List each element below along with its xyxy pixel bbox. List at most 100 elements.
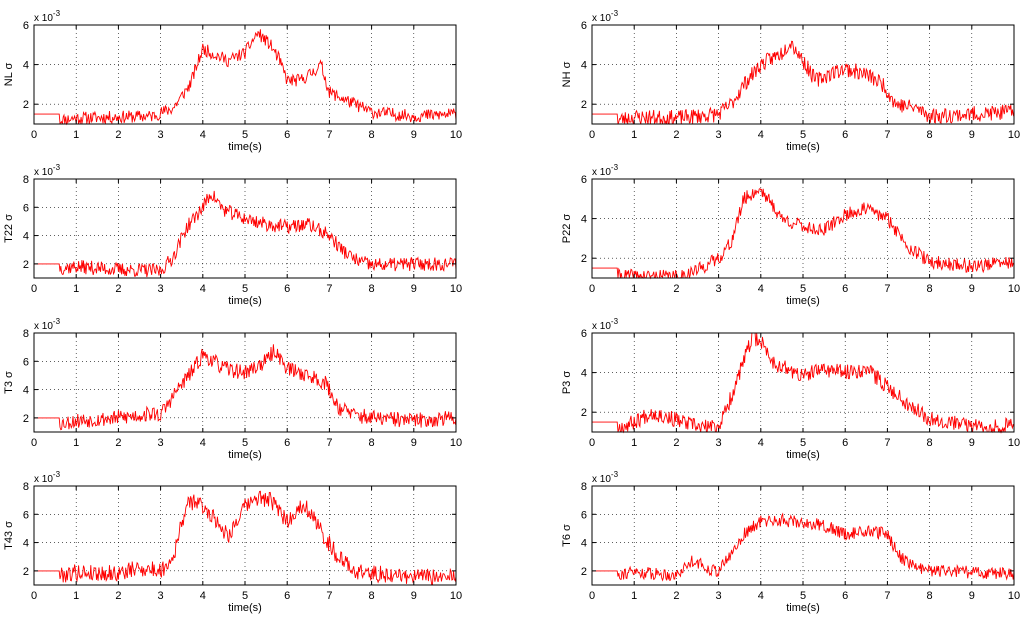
x-tick-label: 2 [115, 283, 121, 295]
y-axis-label: NL σ [3, 63, 15, 87]
y-tick-label: 8 [23, 174, 29, 186]
x-tick-label: 9 [411, 129, 417, 141]
x-tick-label: 8 [927, 129, 933, 141]
x-tick-label: 3 [158, 283, 164, 295]
y-tick-label: 6 [23, 20, 29, 32]
x-tick-label: 4 [758, 437, 764, 449]
x-tick-label: 9 [969, 283, 975, 295]
x-tick-label: 10 [1008, 590, 1020, 602]
x-tick-label: 7 [884, 437, 890, 449]
y-tick-label: 8 [581, 481, 587, 493]
subplot-4: 0 1 2 3 4 5 6 7 8 9 10 2 4 6 8 x 10-3 time(s) T3 σ [3, 317, 462, 461]
y-tick-label: 8 [23, 328, 29, 340]
x-tick-label: 7 [884, 129, 890, 141]
x-tick-label: 10 [450, 437, 462, 449]
x-tick-label: 9 [969, 590, 975, 602]
x-tick-label: 6 [284, 129, 290, 141]
x-tick-label: 4 [200, 437, 206, 449]
x-tick-label: 2 [673, 437, 679, 449]
x-tick-label: 5 [242, 283, 248, 295]
x-tick-label: 10 [1008, 129, 1020, 141]
x-axis-label: time(s) [228, 602, 262, 614]
subplot-2: 0 1 2 3 4 5 6 7 8 9 10 2 4 6 8 x 10-3 time(s) T22 σ [3, 163, 462, 307]
exponent-prefix: x 10 [592, 321, 611, 332]
y-axis-label: T6 σ [561, 524, 573, 547]
y-tick-label: 6 [23, 202, 29, 214]
x-tick-label: 2 [115, 590, 121, 602]
y-tick-label: 2 [581, 407, 587, 419]
x-tick-label: 10 [450, 590, 462, 602]
subplot-6: 0 1 2 3 4 5 6 7 8 9 10 2 4 6 8 x 10-3 time(s) T43 σ [3, 470, 462, 614]
exponent-label: x 10-3 [34, 9, 61, 24]
x-tick-label: 2 [673, 590, 679, 602]
y-tick-label: 6 [581, 509, 587, 521]
y-tick-label: 2 [581, 253, 587, 265]
subplot-1: 0 1 2 3 4 5 6 7 8 9 10 2 4 6 x 10-3 time(s) NH σ [561, 9, 1020, 153]
x-tick-label: 5 [800, 283, 806, 295]
y-tick-label: 2 [23, 99, 29, 111]
x-axis-label: time(s) [786, 295, 820, 307]
series-line [592, 512, 1015, 582]
exponent-value: -3 [611, 470, 619, 479]
x-tick-label: 8 [369, 590, 375, 602]
x-tick-label: 6 [842, 129, 848, 141]
series-line [34, 29, 457, 126]
subplot-7: 0 1 2 3 4 5 6 7 8 9 10 2 4 6 8 x 10-3 time(s) T6 σ [561, 470, 1020, 614]
y-axis-label: P3 σ [561, 371, 573, 395]
exponent-label: x 10-3 [592, 9, 619, 24]
x-tick-label: 3 [158, 437, 164, 449]
x-tick-label: 7 [326, 590, 332, 602]
x-tick-label: 2 [673, 129, 679, 141]
y-tick-label: 6 [581, 328, 587, 340]
x-tick-label: 9 [411, 283, 417, 295]
y-tick-label: 4 [23, 385, 29, 397]
exponent-value: -3 [53, 470, 61, 479]
x-tick-label: 9 [969, 437, 975, 449]
x-tick-label: 4 [758, 590, 764, 602]
x-tick-label: 7 [884, 283, 890, 295]
x-tick-label: 1 [73, 437, 79, 449]
y-tick-label: 4 [581, 538, 587, 550]
x-tick-label: 8 [927, 437, 933, 449]
series-line [592, 40, 1015, 125]
subplot-5: 0 1 2 3 4 5 6 7 8 9 10 2 4 6 x 10-3 time(s) P3 σ [561, 317, 1020, 461]
x-tick-label: 5 [242, 129, 248, 141]
x-tick-label: 7 [326, 437, 332, 449]
x-tick-label: 9 [411, 590, 417, 602]
x-tick-label: 6 [284, 437, 290, 449]
x-axis-label: time(s) [228, 449, 262, 461]
exponent-value: -3 [53, 9, 61, 18]
x-tick-label: 7 [326, 129, 332, 141]
y-tick-label: 4 [581, 368, 587, 380]
exponent-value: -3 [53, 317, 61, 326]
x-tick-label: 0 [589, 437, 595, 449]
y-axis-label: NH σ [561, 61, 573, 87]
x-tick-label: 2 [115, 437, 121, 449]
exponent-label: x 10-3 [592, 163, 619, 178]
series-line [34, 344, 457, 431]
x-tick-label: 0 [31, 437, 37, 449]
x-tick-label: 6 [842, 590, 848, 602]
y-tick-label: 6 [23, 509, 29, 521]
x-tick-label: 8 [369, 129, 375, 141]
x-tick-label: 8 [369, 283, 375, 295]
y-tick-label: 4 [581, 214, 587, 226]
y-tick-label: 8 [23, 481, 29, 493]
x-axis-label: time(s) [786, 602, 820, 614]
x-tick-label: 6 [842, 437, 848, 449]
x-tick-label: 8 [927, 590, 933, 602]
x-tick-label: 10 [1008, 437, 1020, 449]
x-tick-label: 2 [673, 283, 679, 295]
x-tick-label: 5 [242, 590, 248, 602]
x-tick-label: 6 [284, 283, 290, 295]
exponent-prefix: x 10 [592, 474, 611, 485]
x-tick-label: 9 [969, 129, 975, 141]
x-tick-label: 2 [115, 129, 121, 141]
y-axis-label: T3 σ [3, 371, 15, 394]
series-line [592, 332, 1015, 434]
x-tick-label: 4 [200, 283, 206, 295]
x-tick-label: 4 [758, 129, 764, 141]
y-tick-label: 2 [23, 259, 29, 271]
